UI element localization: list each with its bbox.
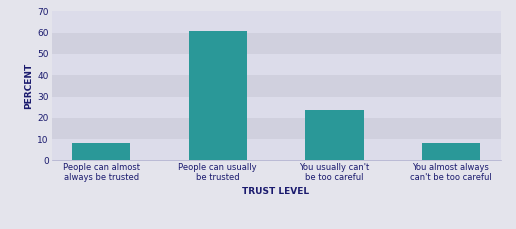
Bar <box>305 110 363 160</box>
Bar <box>52 54 501 75</box>
Bar <box>52 118 501 139</box>
Bar <box>52 75 501 96</box>
Bar <box>52 139 501 160</box>
Bar <box>52 96 501 118</box>
Bar <box>422 143 480 160</box>
Y-axis label: PERCENT: PERCENT <box>24 63 33 109</box>
X-axis label: TRUST LEVEL: TRUST LEVEL <box>243 187 310 196</box>
Bar <box>72 143 131 160</box>
Bar <box>189 31 247 160</box>
Bar <box>52 33 501 54</box>
Bar <box>52 11 501 33</box>
